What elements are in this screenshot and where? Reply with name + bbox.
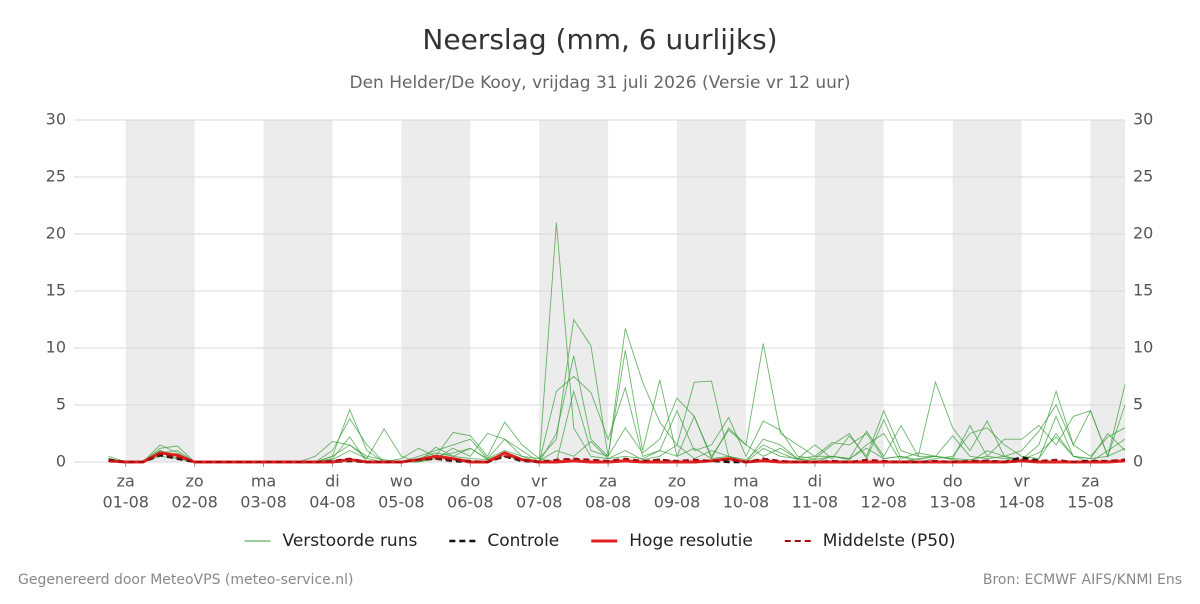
x-tick-date: 14-08 [998,493,1045,512]
legend-label: Middelste (P50) [823,531,956,551]
legend: Verstoorde runs Controle Hoge resolutie Mid… [244,531,956,551]
y2-tick-label: 15 [1133,281,1153,300]
x-tick-label: za [1081,472,1099,491]
y2-tick-label: 0 [1133,452,1143,471]
x-tick-date: 08-08 [585,493,632,512]
legend-label: Controle [487,531,559,551]
y2-tick-label: 5 [1133,395,1143,414]
x-tick-date: 13-08 [929,493,976,512]
y-tick-label: 0 [56,452,66,471]
y-tick-label: 20 [46,224,66,243]
x-tick-label: wo [390,472,413,491]
y-tick-label: 10 [46,338,66,357]
x-tick-label: vr [531,472,547,491]
x-tick-label: wo [872,472,895,491]
x-tick-date: 11-08 [792,493,839,512]
x-tick-label: zo [668,472,686,491]
x-tick-label: ma [733,472,758,491]
x-tick-label: za [117,472,135,491]
y-tick-label: 25 [46,167,66,186]
legend-label: Hoge resolutie [629,531,753,551]
footer-left: Gegenereerd door MeteoVPS (meteo-service… [18,572,353,588]
x-tick-date: 01-08 [102,493,149,512]
x-tick-label: za [599,472,617,491]
y-tick-label: 30 [46,110,66,129]
x-tick-date: 06-08 [447,493,494,512]
chart-subtitle: Den Helder/De Kooy, vrijdag 31 juli 2026… [349,73,850,93]
x-tick-date: 04-08 [309,493,356,512]
x-tick-label: ma [251,472,276,491]
x-tick-date: 05-08 [378,493,425,512]
y-tick-label: 5 [56,395,66,414]
y2-tick-label: 20 [1133,224,1153,243]
x-tick-date: 10-08 [723,493,770,512]
x-tick-label: di [325,472,340,491]
y-tick-label: 15 [46,281,66,300]
series-line [108,452,1126,464]
y2-tick-label: 30 [1133,110,1153,129]
x-tick-date: 02-08 [171,493,218,512]
x-tick-label: do [460,472,480,491]
x-tick-date: 07-08 [516,493,563,512]
x-tick-date: 03-08 [240,493,287,512]
x-tick-label: vr [1014,472,1030,491]
y2-tick-label: 10 [1133,338,1153,357]
x-tick-label: di [808,472,823,491]
x-tick-date: 15-08 [1067,493,1114,512]
x-tick-date: 12-08 [861,493,908,512]
chart-title: Neerslag (mm, 6 uurlijks) [422,23,777,56]
x-tick-label: zo [186,472,204,491]
y2-tick-label: 25 [1133,167,1153,186]
x-tick-label: do [943,472,963,491]
x-tick-date: 09-08 [654,493,701,512]
footer-right: Bron: ECMWF AIFS/KNMI Ens [983,572,1182,588]
legend-label: Verstoorde runs [283,531,418,551]
